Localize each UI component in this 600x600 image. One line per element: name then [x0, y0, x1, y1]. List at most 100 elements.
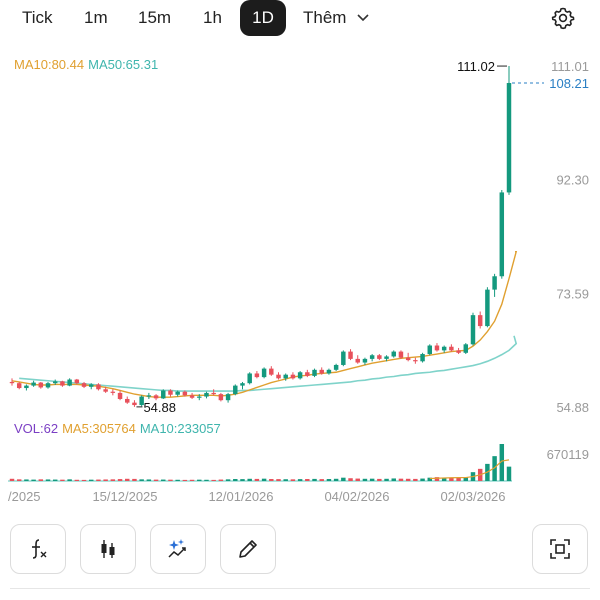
volume-bar	[319, 479, 324, 481]
candle-up	[204, 392, 209, 397]
pencil-icon	[239, 540, 257, 558]
x-axis-label: 04/02/2026	[324, 489, 389, 504]
candle-down	[434, 345, 440, 351]
volume-bar	[38, 479, 44, 481]
candle-up	[24, 385, 29, 389]
tab-1d[interactable]: 1D	[240, 0, 286, 36]
volume-bar	[96, 479, 101, 481]
volume-bar	[211, 479, 216, 481]
candle-down	[117, 392, 123, 399]
candle-down	[477, 315, 483, 327]
ma50-line	[19, 335, 518, 392]
candle-up	[463, 344, 469, 353]
ai-analysis-button[interactable]	[150, 524, 206, 574]
candle-up	[283, 374, 288, 379]
candle-down	[348, 351, 353, 359]
timeframe-bar: Tick 1m 15m 1h 1D Thêm	[0, 0, 600, 38]
volume-bar	[247, 478, 252, 481]
volume-bar	[197, 479, 202, 481]
volume-bar	[369, 478, 375, 481]
volume-bar	[297, 479, 303, 481]
volume-bar	[441, 477, 447, 481]
volume-label: VOL:62	[14, 421, 59, 436]
price-axis-label: 73.59	[556, 286, 589, 301]
candle-down	[319, 369, 324, 374]
high-marker-label: 111.02	[457, 59, 495, 74]
volume-bar	[81, 479, 87, 481]
volume-bar	[153, 479, 159, 481]
volume-bar	[9, 478, 15, 481]
volume-bar	[405, 478, 411, 481]
candle-down	[355, 358, 360, 363]
price-chart[interactable]: 111.01 92.30 73.59 54.88 111.02 54.88 108.21 67…	[0, 40, 600, 510]
candle-up	[333, 364, 339, 370]
volume-bar	[506, 466, 512, 481]
tab-15m[interactable]: 15m	[138, 8, 172, 27]
candle-up	[369, 355, 375, 359]
candle-up	[485, 289, 490, 327]
x-axis-label: 02/03/2026	[440, 489, 505, 504]
more-timeframes-button[interactable]: Thêm	[303, 8, 347, 27]
candle-down	[189, 395, 195, 398]
candle-up	[161, 390, 166, 399]
volume-bar	[326, 479, 332, 481]
volume-bar	[31, 479, 36, 481]
volume-bar	[434, 477, 440, 481]
last-price-label: 108.21	[549, 76, 589, 91]
volume-bar	[269, 479, 274, 481]
candle-down	[456, 350, 461, 353]
volume-bar	[261, 478, 267, 481]
tab-1m[interactable]: 1m	[84, 8, 108, 27]
chevron-down-icon[interactable]	[356, 10, 370, 24]
drawing-tool-button[interactable]	[220, 524, 276, 574]
price-axis-label: 92.30	[556, 173, 589, 188]
candle-down	[377, 355, 382, 359]
candle-down	[16, 383, 22, 389]
volume-bar	[117, 479, 123, 481]
volume-bar	[132, 478, 137, 481]
volume-bar	[240, 479, 245, 481]
volume-bar	[60, 479, 65, 481]
candle-up	[233, 385, 238, 395]
volume-ma5-line	[429, 459, 510, 480]
tab-1h[interactable]: 1h	[203, 8, 222, 27]
volume-bar	[67, 479, 72, 481]
fullscreen-button[interactable]	[532, 524, 588, 574]
candle-down	[290, 374, 296, 379]
volume-bar	[391, 478, 396, 481]
candle-up	[261, 368, 267, 378]
candle-down	[74, 379, 80, 384]
volume-bar	[449, 477, 454, 481]
fullscreen-icon	[550, 539, 570, 559]
candle-down	[132, 402, 137, 406]
volume-bar	[125, 478, 130, 481]
candle-down	[276, 374, 281, 379]
candle-up	[175, 391, 180, 395]
chart-type-button[interactable]	[80, 524, 136, 574]
candle-down	[38, 382, 44, 388]
volume-bar	[182, 479, 188, 481]
candle-down	[103, 389, 108, 392]
candle-up	[88, 384, 94, 387]
volume-bar	[333, 478, 339, 481]
volume-bar	[74, 479, 80, 481]
ma50-label: MA50:65.31	[88, 57, 159, 72]
volume-bar	[218, 479, 224, 481]
candle-up	[139, 396, 144, 406]
candle-down	[60, 381, 65, 386]
candle-up	[506, 83, 512, 193]
tab-tick[interactable]: Tick	[22, 8, 53, 27]
gear-icon[interactable]	[551, 6, 575, 30]
indicator-button[interactable]	[10, 524, 66, 574]
volume-bar	[254, 478, 260, 481]
candle-down	[168, 390, 173, 395]
price-axis-label: 111.01	[551, 59, 589, 74]
volume-bar	[233, 479, 238, 481]
volume-bar	[362, 478, 368, 481]
candle-down	[305, 372, 310, 376]
x-axis-label: 12/01/2026	[208, 489, 273, 504]
volume-bar	[204, 479, 209, 481]
candle-down	[81, 383, 87, 387]
candle-up	[470, 315, 476, 345]
candle-down	[398, 351, 404, 358]
